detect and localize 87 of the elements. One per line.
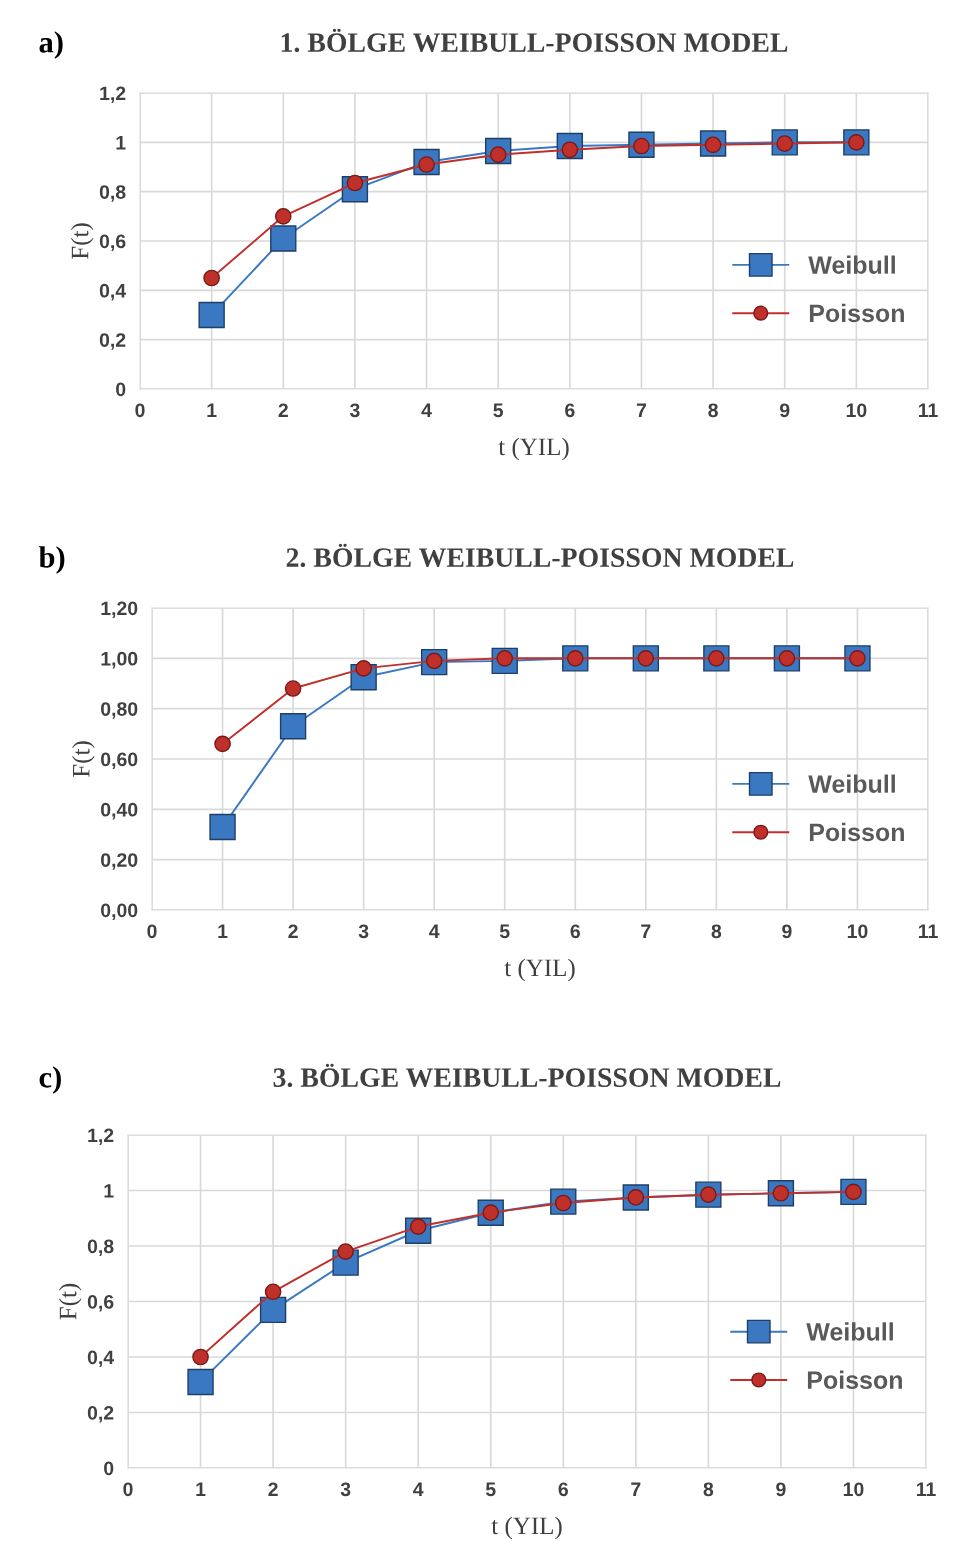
x-tick-label: 3: [340, 1482, 351, 1497]
x-tick-label: 1: [207, 403, 217, 417]
point: [355, 660, 372, 677]
y-tick-label: 1,2: [100, 86, 126, 104]
y-tick-label: 0,4: [87, 1350, 115, 1368]
y-tick-label: 1,2: [88, 1128, 114, 1146]
point: [192, 1348, 209, 1366]
y-axis-title: F(t): [70, 223, 94, 260]
x-tick-label: 6: [570, 924, 580, 939]
y-tick-label: 0,80: [101, 702, 138, 719]
text: b): [38, 546, 65, 574]
x-tick-label: 10: [847, 924, 868, 939]
y-tick-label: 0,8: [99, 185, 126, 202]
y-tick-label: 0: [116, 382, 126, 397]
x-tick-label: 11: [916, 1482, 936, 1496]
y-tick-label: 0,00: [101, 903, 138, 921]
point: [284, 680, 302, 697]
x-tick-label: 10: [843, 1482, 864, 1497]
legend-label: Weibull: [808, 255, 895, 274]
chart-title: 3. BÖLGE WEIBULL-POISSON MODEL: [273, 1063, 781, 1088]
x-tick-label: 3: [358, 924, 369, 939]
legend-label: Weibull: [806, 1322, 893, 1341]
y-tick-label: 0,20: [101, 853, 138, 870]
y-axis-title: F(t): [72, 741, 95, 778]
legend-label: Poisson: [809, 822, 904, 842]
x-tick-label: 11: [918, 403, 938, 417]
x-axis-title: t (YIL): [491, 1516, 562, 1540]
point: [279, 713, 307, 740]
text: c): [39, 1066, 61, 1094]
x-tick-label: 7: [641, 924, 651, 938]
point: [270, 225, 297, 252]
x-tick-label: 11: [918, 924, 938, 938]
x-tick-label: 3: [349, 403, 360, 418]
x-tick-label: 4: [421, 403, 432, 417]
x-tick-label: 9: [776, 1482, 786, 1497]
x-tick-label: 8: [711, 924, 722, 939]
point: [259, 1296, 287, 1324]
y-tick-label: 0,2: [99, 333, 126, 350]
x-tick-label: 4: [413, 1482, 424, 1496]
y-tick-label: 1: [104, 1184, 114, 1198]
x-tick-label: 8: [708, 403, 718, 418]
x-tick-label: 2: [268, 1482, 278, 1496]
legend-label: Poisson: [809, 303, 904, 323]
text: a): [39, 31, 63, 59]
chart-title: 1. BÖLGE WEIBULL-POISSON MODEL: [281, 28, 788, 53]
legend-label: Poisson: [807, 1370, 902, 1389]
x-tick-label: 2: [288, 924, 298, 938]
chart-title: 2. BÖLGE WEIBULL-POISSON MODEL: [286, 543, 794, 568]
x-tick-label: 2: [278, 403, 288, 417]
x-tick-label: 10: [846, 403, 867, 418]
point: [209, 813, 236, 841]
y-tick-label: 1,20: [101, 601, 138, 619]
x-tick-label: 4: [429, 924, 440, 938]
x-tick-label: 6: [565, 403, 575, 418]
y-tick-label: 0,60: [101, 752, 138, 770]
x-tick-label: 9: [782, 924, 792, 939]
point: [337, 1243, 354, 1260]
x-axis-title: t (YIL): [504, 958, 575, 982]
y-tick-label: 1: [116, 136, 126, 150]
y-tick-label: 0,6: [99, 234, 126, 252]
x-tick-label: 5: [485, 1482, 496, 1497]
x-tick-label: 1: [196, 1482, 206, 1496]
point: [187, 1368, 214, 1396]
y-axis-title: F(t): [58, 1283, 82, 1320]
x-tick-label: 1: [218, 924, 228, 938]
x-axis-title: t (YIL): [498, 437, 569, 461]
legend-label: Weibull: [808, 774, 895, 793]
x-tick-label: 5: [493, 403, 504, 418]
y-tick-label: 0,2: [87, 1405, 114, 1423]
x-tick-label: 7: [631, 1482, 641, 1496]
x-tick-label: 6: [558, 1482, 568, 1497]
point: [264, 1283, 282, 1301]
point: [274, 207, 292, 225]
y-tick-label: 0: [104, 1461, 114, 1476]
y-tick-label: 0,8: [87, 1239, 114, 1257]
point: [198, 301, 225, 329]
y-tick-label: 0,40: [101, 802, 138, 820]
y-tick-label: 0,4: [99, 283, 127, 301]
x-tick-label: 8: [703, 1482, 714, 1497]
x-tick-label: 0: [147, 924, 157, 939]
point: [203, 269, 220, 287]
x-tick-label: 5: [499, 924, 510, 939]
point: [214, 735, 231, 753]
y-tick-label: 0,6: [87, 1294, 114, 1312]
y-tick-label: 1,00: [101, 651, 138, 669]
x-tick-label: 7: [636, 403, 647, 417]
x-tick-label: 9: [780, 403, 790, 418]
